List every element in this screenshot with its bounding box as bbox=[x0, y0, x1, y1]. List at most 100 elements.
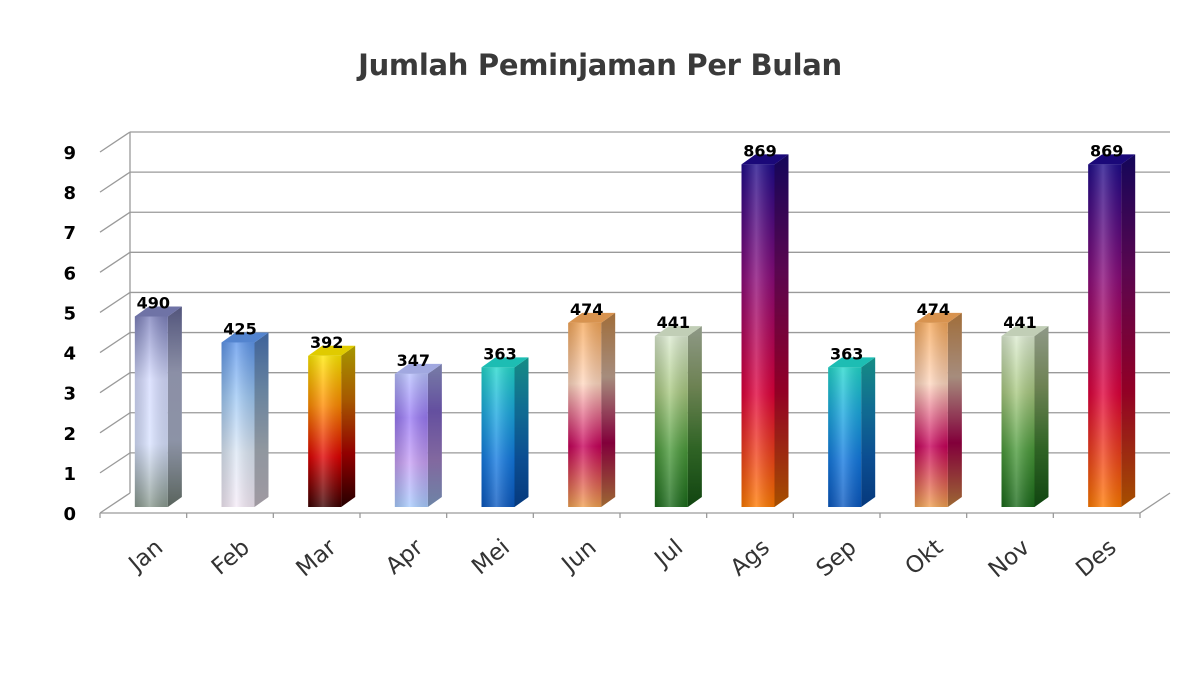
bar-side-shade bbox=[947, 312, 962, 507]
x-tick-label: Nov bbox=[984, 534, 1035, 583]
gridline-depth bbox=[99, 291, 131, 313]
data-label: 869 bbox=[1090, 141, 1123, 160]
y-tick-label: 8 bbox=[63, 183, 76, 204]
bar-top bbox=[1088, 154, 1136, 165]
bar-top bbox=[394, 363, 442, 374]
bar-front-shine bbox=[481, 367, 515, 507]
data-label: 474 bbox=[570, 300, 603, 319]
y-tick-label: 1 bbox=[63, 464, 76, 485]
bar-apr bbox=[394, 363, 442, 507]
bar-front-shine bbox=[394, 373, 428, 507]
bar-jul bbox=[654, 326, 702, 507]
bar-top-shade bbox=[221, 332, 269, 343]
bar-des bbox=[1088, 154, 1136, 507]
bar-side bbox=[514, 357, 529, 507]
y-tick-label: 5 bbox=[63, 303, 76, 324]
gridline-depth bbox=[99, 131, 131, 153]
x-tick-label: Jan bbox=[123, 534, 168, 578]
bar-nov bbox=[1001, 326, 1049, 507]
bar-side bbox=[947, 312, 962, 507]
x-tick-label: Jul bbox=[649, 534, 689, 573]
data-label: 869 bbox=[743, 141, 776, 160]
bar-side bbox=[1034, 326, 1049, 507]
bar-front-shine bbox=[1001, 336, 1035, 507]
bar-side bbox=[254, 332, 269, 507]
bar-top bbox=[914, 312, 962, 323]
bar-side-shade bbox=[687, 326, 702, 507]
bar-sep bbox=[828, 357, 876, 507]
bar-front-shine bbox=[914, 322, 948, 507]
bar-top-shade bbox=[308, 345, 356, 356]
x-tick-label: Sep bbox=[812, 534, 862, 582]
bar-top-shade bbox=[654, 326, 702, 337]
bar-top bbox=[654, 326, 702, 337]
bar-side-shade bbox=[341, 345, 356, 507]
y-tick-label: 4 bbox=[63, 344, 76, 365]
bar-side bbox=[774, 154, 789, 507]
bar-side bbox=[341, 345, 356, 507]
bar-top bbox=[221, 332, 269, 343]
gridline-depth bbox=[99, 332, 131, 354]
x-tick-label: Feb bbox=[207, 534, 255, 580]
bar-front-shine bbox=[568, 322, 602, 507]
bar-side-shade bbox=[601, 312, 616, 507]
gridline-depth bbox=[99, 211, 131, 233]
gridline-depth bbox=[99, 412, 131, 434]
bar-top bbox=[1001, 326, 1049, 337]
gridline-depth bbox=[99, 251, 131, 273]
gridline-depth bbox=[99, 492, 131, 514]
data-label: 363 bbox=[483, 344, 516, 363]
bar-top-shade bbox=[481, 357, 529, 368]
bar-front-shine bbox=[741, 164, 775, 507]
bar-top bbox=[308, 345, 356, 356]
bar-top bbox=[134, 306, 182, 317]
bar-side-shade bbox=[427, 363, 442, 507]
bar-side-shade bbox=[254, 332, 269, 507]
x-tick-label: Mar bbox=[292, 534, 342, 582]
bar-side bbox=[687, 326, 702, 507]
data-label: 347 bbox=[397, 351, 430, 370]
bar-side bbox=[427, 363, 442, 507]
y-tick-label: 0 bbox=[63, 504, 76, 525]
bar-front-shine bbox=[654, 336, 688, 507]
bar-front-shine bbox=[221, 342, 255, 507]
bar-top bbox=[481, 357, 529, 368]
y-tick-label: 2 bbox=[63, 424, 76, 445]
bar-feb bbox=[221, 332, 269, 507]
y-tick-label: 7 bbox=[63, 223, 76, 244]
bar-jun bbox=[568, 312, 616, 507]
bar-side bbox=[861, 357, 876, 507]
x-tick-label: Apr bbox=[381, 534, 429, 580]
bar-top-shade bbox=[1088, 154, 1136, 165]
gridline-depth bbox=[99, 372, 131, 394]
gridline-depth bbox=[99, 452, 131, 474]
data-label: 490 bbox=[137, 293, 170, 312]
bar-front-shine bbox=[308, 355, 342, 507]
gridline-depth bbox=[99, 171, 131, 193]
bar-side-shade bbox=[167, 306, 182, 507]
bar-top-shade bbox=[914, 312, 962, 323]
data-label: 474 bbox=[917, 300, 950, 319]
bar-side-shade bbox=[861, 357, 876, 507]
bar-front-shine bbox=[828, 367, 862, 507]
x-tick-label: Mei bbox=[467, 534, 515, 580]
x-tick-label: Des bbox=[1071, 534, 1121, 582]
bar-top-shade bbox=[828, 357, 876, 368]
data-label: 392 bbox=[310, 333, 343, 352]
bar-top-shade bbox=[1001, 326, 1049, 337]
bar-top-shade bbox=[568, 312, 616, 323]
data-label: 441 bbox=[1003, 313, 1036, 332]
bar-side bbox=[1121, 154, 1136, 507]
bar-front-shine bbox=[1088, 164, 1122, 507]
y-tick-label: 3 bbox=[63, 384, 76, 405]
bar-side-shade bbox=[1034, 326, 1049, 507]
bar-top bbox=[741, 154, 789, 165]
bar-side bbox=[167, 306, 182, 507]
chart-title: Jumlah Peminjaman Per Bulan bbox=[358, 48, 842, 82]
bar-top-shade bbox=[134, 306, 182, 317]
bar-mar bbox=[308, 345, 356, 507]
bar-side-shade bbox=[514, 357, 529, 507]
bar-mei bbox=[481, 357, 529, 507]
y-tick-label: 9 bbox=[63, 143, 76, 164]
